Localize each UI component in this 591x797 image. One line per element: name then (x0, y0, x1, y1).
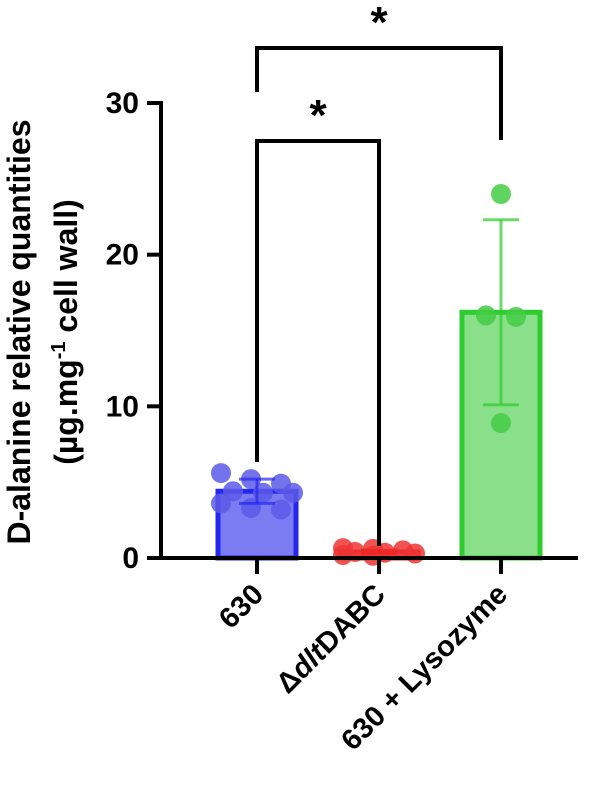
data-point (491, 413, 511, 434)
significance-label: * (370, 0, 388, 47)
data-point (476, 305, 496, 326)
x-tick-label: ΔdltDABC (270, 578, 392, 700)
significance-bracket (255, 139, 381, 546)
data-point (506, 306, 526, 327)
data-point (211, 463, 231, 484)
significance-brackets: ** (255, 0, 503, 546)
error-bars (239, 218, 519, 555)
y-axis-label-line2: (µg.mg-1 cell wall) (48, 199, 84, 465)
x-tick-label: 630 (213, 578, 270, 635)
data-point (271, 499, 291, 520)
significance-bracket (255, 46, 503, 140)
data-point (405, 543, 425, 564)
data-point (333, 544, 353, 565)
axes (159, 101, 578, 560)
y-axis-label: D-alanine relative quantities (µg.mg-1 c… (1, 119, 84, 544)
y-ticks: 0 10 20 30 (106, 87, 161, 575)
y-axis-label-line1: D-alanine relative quantities (1, 119, 37, 544)
y-tick-label: 20 (106, 239, 139, 272)
data-point (211, 493, 231, 514)
y-tick-label: 10 (106, 390, 139, 423)
y-tick-label: 30 (106, 87, 139, 120)
y-tick-label: 0 (122, 542, 139, 575)
data-point (283, 482, 303, 503)
data-point (491, 184, 511, 204)
significance-label: * (309, 91, 327, 140)
